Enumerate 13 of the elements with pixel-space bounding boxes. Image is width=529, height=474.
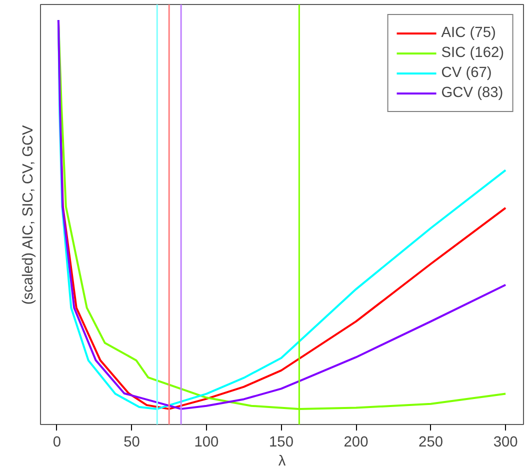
x-tick-label: 100 (194, 434, 219, 450)
x-tick-label: 300 (493, 434, 518, 450)
legend-label: SIC (162) (441, 45, 504, 61)
x-axis-title: λ (278, 454, 286, 470)
x-tick-label: 250 (418, 434, 444, 450)
legend-label: CV (67) (441, 65, 492, 81)
legend-label: GCV (83) (441, 85, 504, 101)
legend-label: AIC (75) (441, 25, 496, 41)
x-tick-label: 200 (344, 434, 368, 450)
x-tick-label: 0 (52, 434, 62, 450)
x-tick-label: 150 (269, 434, 294, 450)
y-axis-title: (scaled) AIC, SIC, CV, GCV (20, 124, 36, 305)
x-tick-label: 50 (124, 434, 140, 450)
